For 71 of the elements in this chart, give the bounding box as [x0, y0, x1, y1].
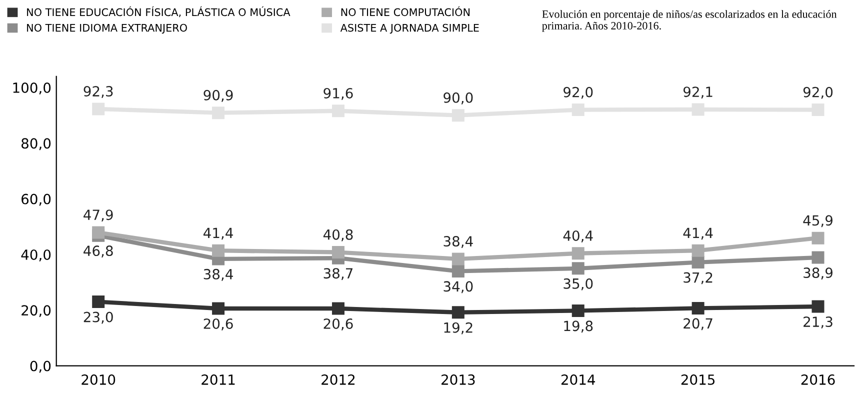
data-label: 34,0 — [444, 281, 473, 294]
point — [452, 252, 464, 266]
point — [92, 102, 105, 116]
legend-label: NO TIENE EDUCACIÓN FÍSICA, PLÁSTICA O MÚSICA — [27, 6, 290, 18]
data-label: 38,9 — [804, 268, 832, 280]
point — [332, 246, 344, 259]
data-label: 90,9 — [204, 90, 233, 102]
x-tick-label: 2016 — [801, 374, 835, 385]
data-label: 35,0 — [564, 278, 593, 290]
y-tick-label: 60,0 — [22, 194, 51, 206]
point — [452, 264, 464, 278]
point — [692, 302, 704, 314]
legend-label: ASISTE A JORNADA SIMPLE — [340, 24, 479, 34]
data-label: 46,8 — [84, 246, 113, 258]
point — [692, 256, 704, 269]
data-label: 92,0 — [803, 86, 833, 99]
data-label: 19,8 — [564, 320, 593, 333]
data-label: 20,7 — [684, 318, 712, 330]
y-tick-label: 100,0 — [13, 82, 51, 94]
point — [212, 244, 225, 257]
data-label: 91,6 — [324, 88, 353, 100]
data-label: 41,4 — [204, 228, 233, 240]
point — [572, 304, 584, 317]
data-label: 38,7 — [324, 268, 353, 280]
y-tick-label: 20,0 — [22, 305, 51, 318]
x-tick-label: 2012 — [322, 374, 355, 385]
point — [572, 247, 584, 260]
point — [572, 104, 584, 116]
data-label: 41,4 — [683, 228, 713, 240]
point — [692, 103, 704, 116]
point — [812, 104, 824, 116]
chart-title: Evolución en porcentaje de niños/as escolarizados en la educación primaria. Años 2010-2016. — [542, 10, 837, 32]
data-label: 47,9 — [84, 210, 113, 222]
data-label: 92,3 — [84, 86, 113, 98]
y-tick-label: 40,0 — [21, 249, 51, 262]
data-label: 90,0 — [444, 92, 473, 104]
point — [692, 244, 704, 257]
data-label: 23,0 — [84, 312, 113, 324]
point — [212, 106, 225, 120]
point — [572, 262, 584, 275]
legend-label: NO TIENE IDIOMA EXTRANJERO — [27, 24, 187, 34]
data-label: 21,3 — [804, 316, 832, 328]
data-label: 38,4 — [444, 236, 473, 248]
point — [812, 300, 824, 313]
data-label: 40,4 — [563, 230, 593, 242]
data-label: 37,2 — [684, 272, 712, 284]
x-tick-label: 2011 — [202, 374, 235, 385]
data-label: 19,2 — [444, 322, 472, 334]
data-label: 92,0 — [564, 86, 593, 99]
point — [452, 109, 464, 122]
point — [212, 302, 225, 315]
data-label: 45,9 — [803, 215, 832, 228]
x-tick-label: 2015 — [681, 374, 715, 385]
point — [92, 296, 105, 308]
y-tick-label: 0,0 — [30, 360, 51, 373]
y-tick-label: 80,0 — [22, 138, 51, 150]
data-label: 92,1 — [683, 86, 712, 99]
point — [812, 251, 824, 264]
legend-label: NO TIENE COMPUTACIÓN — [341, 6, 470, 16]
point — [812, 232, 824, 244]
point — [92, 226, 105, 239]
data-label: 20,6 — [204, 318, 233, 330]
point — [332, 302, 344, 315]
point — [452, 306, 464, 319]
data-label: 20,6 — [324, 318, 353, 330]
data-label: 40,8 — [323, 229, 353, 242]
x-tick-label: 2014 — [561, 374, 596, 385]
x-tick-label: 2010 — [82, 374, 116, 385]
x-tick-label: 2013 — [442, 374, 475, 385]
data-label: 38,4 — [204, 268, 233, 281]
point — [332, 104, 344, 118]
